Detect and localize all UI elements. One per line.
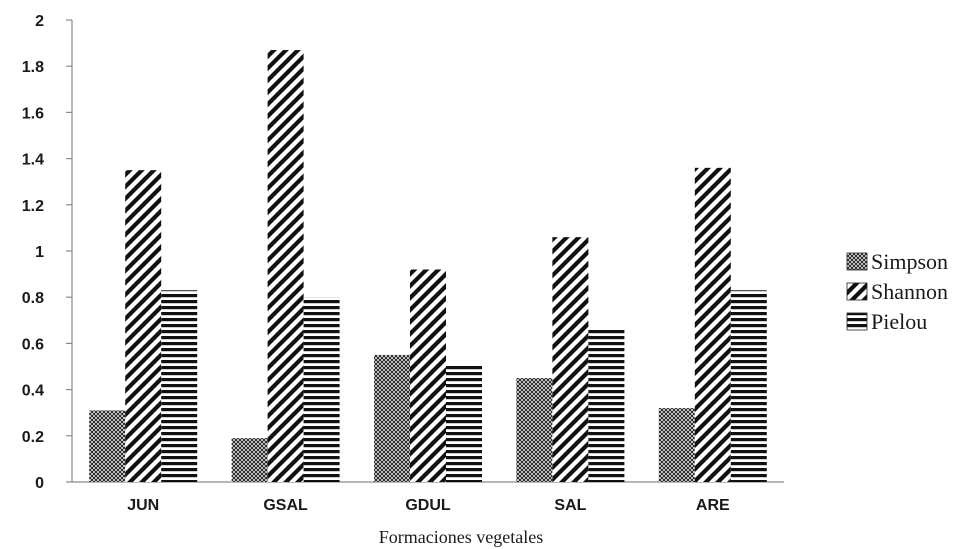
legend-swatch-simpson	[846, 252, 868, 271]
bar-shannon-jun	[125, 170, 162, 482]
bar-simpson-sal	[516, 378, 553, 482]
y-tick-label: 1.4	[22, 152, 44, 169]
bar-pielou-gsal	[303, 297, 340, 482]
bar-pielou-sal	[588, 329, 625, 482]
bar-simpson-are	[658, 408, 695, 482]
bar-shannon-are	[694, 167, 731, 482]
y-tick-label: 0.4	[22, 383, 44, 400]
bar-pielou-are	[730, 290, 767, 482]
bar-simpson-gdul	[374, 354, 410, 482]
y-tick-label: 1	[35, 244, 44, 261]
bar-pielou-jun	[161, 290, 198, 482]
legend-label-pielou: Pielou	[871, 309, 927, 334]
bar-simpson-jun	[89, 410, 126, 482]
y-tick-label: 0.8	[22, 290, 44, 307]
bar-shannon-gsal	[267, 50, 304, 482]
x-tick-label: GDUL	[405, 497, 451, 514]
bar-shannon-gdul	[410, 269, 446, 482]
y-tick-label: 2	[35, 13, 44, 30]
legend-swatch-shannon	[846, 282, 868, 301]
x-axis-title: Formaciones vegetales	[379, 527, 543, 547]
y-tick-label: 1.8	[22, 59, 44, 76]
y-tick-label: 0.6	[22, 336, 44, 353]
legend: Simpson Shannon Pielou	[846, 249, 948, 334]
x-tick-label: SAL	[554, 497, 586, 514]
legend-label-shannon: Shannon	[871, 279, 948, 304]
bar-simpson-gsal	[231, 438, 268, 482]
bar-pielou-gdul	[446, 364, 482, 482]
plot-area: 0 0.2 0.4 0.6 0.8 1 1.2 1.4 1.6 1.8 2 JUN GSAL GDUL SA…	[22, 13, 784, 514]
y-tick-label: 0.2	[22, 429, 44, 446]
legend-swatch-pielou	[846, 312, 868, 331]
x-tick-label: JUN	[127, 497, 159, 514]
legend-label-simpson: Simpson	[871, 249, 948, 274]
y-tick-label: 0	[35, 475, 44, 492]
y-tick-label: 1.6	[22, 105, 44, 122]
bar-shannon-sal	[552, 237, 589, 482]
x-tick-label: ARE	[696, 497, 730, 514]
x-tick-label: GSAL	[263, 497, 308, 514]
y-tick-label: 1.2	[22, 198, 44, 215]
